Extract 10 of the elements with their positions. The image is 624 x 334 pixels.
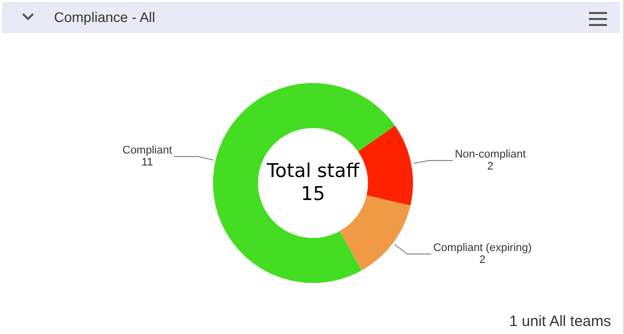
chart-title: Compliance - All bbox=[54, 9, 156, 25]
data-label: 2 bbox=[487, 160, 494, 173]
data-label: 2 bbox=[479, 254, 486, 266]
text: 1 unit All teams bbox=[509, 313, 611, 330]
slice-label: Compliant (expiring) bbox=[433, 242, 532, 254]
data-label: 11 bbox=[142, 156, 153, 168]
slice-label: Non-compliant bbox=[454, 148, 526, 161]
text: Total staff bbox=[266, 160, 360, 182]
slice-label: Compliant bbox=[122, 144, 172, 156]
text: 15 bbox=[300, 182, 326, 205]
